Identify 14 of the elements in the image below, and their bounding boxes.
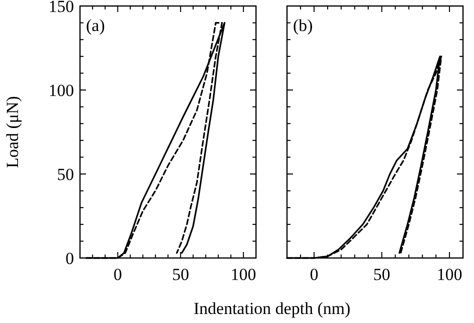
x-tick-label: 100: [230, 265, 256, 284]
y-tick-label: 50: [57, 165, 74, 184]
x-tick-label: 50: [373, 265, 390, 284]
x-tick-label: 100: [436, 265, 462, 284]
x-tick-label: 50: [172, 265, 190, 284]
x-tick-label: 0: [113, 265, 122, 284]
annotation: (a): [86, 16, 105, 35]
y-axis-title: Load (μN): [3, 96, 22, 168]
y-tick-label: 0: [66, 249, 74, 268]
x-tick-label: 0: [310, 265, 318, 284]
annotation: (b): [293, 16, 313, 35]
x-axis-title: Indentation depth (nm): [194, 299, 350, 318]
y-tick-label: 100: [48, 81, 74, 100]
y-tick-label: 150: [48, 0, 74, 16]
